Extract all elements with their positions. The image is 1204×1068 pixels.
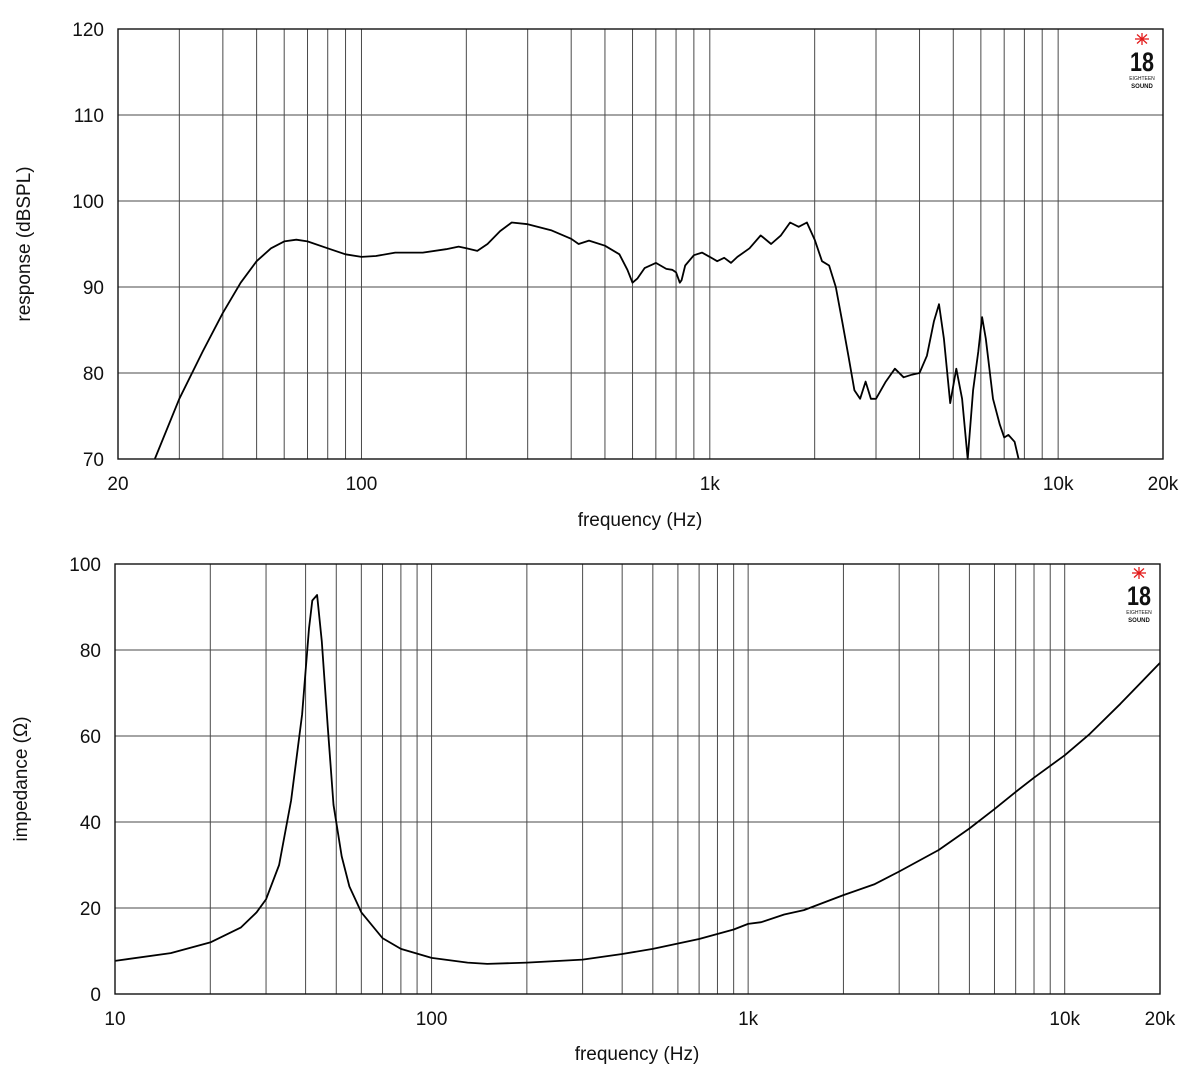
impedance-y-axis-label: impedance (Ω) [11,716,32,841]
response-y-tick-label: 80 [83,364,104,385]
response-y-tick-label: 90 [83,278,104,299]
logo-text-line2: SOUND [1128,618,1150,624]
logo-text-line2: SOUND [1131,84,1153,90]
logo-text-line1: EIGHTEEN [1129,76,1155,82]
red-star-icon [1132,567,1146,579]
response-y-tick-label: 70 [83,450,104,471]
response-x-tick-label: 20k [1148,474,1179,495]
impedance-curve-layer [114,594,1161,965]
response-y-tick-label: 100 [72,192,104,213]
response-x-tick-label: 1k [700,474,721,495]
impedance-x-tick-labels: 10 100 1k 10k 20k [104,1009,1175,1030]
eighteen-sound-logo: 18 EIGHTEEN SOUND [1129,33,1155,90]
impedance-x-tick-label: 10k [1049,1009,1080,1030]
impedance-y-tick-label: 20 [80,899,101,920]
impedance-y-tick-label: 80 [80,641,101,662]
response-plot-frame [117,28,1164,460]
response-chart: 70 80 90 100 110 120 20 100 1k 10k 20k frequency … [14,20,1179,531]
impedance-x-tick-label: 20k [1145,1009,1176,1030]
response-x-tick-labels: 20 100 1k 10k 20k [107,474,1178,495]
response-x-axis-label: frequency (Hz) [578,510,703,531]
impedance-plot-frame [114,563,1161,995]
impedance-curve [114,594,1161,965]
response-x-tick-label: 100 [346,474,378,495]
response-y-tick-label: 110 [74,106,104,127]
response-plot-area [118,29,1163,459]
logo-number: 18 [1127,581,1151,611]
impedance-y-tick-label: 40 [80,813,101,834]
response-curve [153,221,1020,460]
response-y-axis-label: response (dBSPL) [14,166,35,321]
impedance-x-tick-label: 100 [416,1009,448,1030]
eighteen-sound-logo: 18 EIGHTEEN SOUND [1126,567,1152,624]
impedance-y-tick-labels: 0 20 40 60 80 100 [69,555,101,1006]
response-x-tick-label: 10k [1043,474,1074,495]
impedance-y-tick-label: 100 [69,555,101,576]
logo-number: 18 [1130,47,1154,77]
logo-text-line1: EIGHTEEN [1126,610,1152,616]
impedance-x-tick-label: 1k [738,1009,759,1030]
red-star-icon [1135,33,1149,45]
response-y-tick-labels: 70 80 90 100 110 120 [72,20,104,471]
impedance-y-tick-label: 60 [80,727,101,748]
impedance-x-axis-label: frequency (Hz) [575,1044,700,1065]
response-y-tick-label: 120 [72,20,104,41]
response-curve-layer [153,221,1020,460]
response-x-tick-label: 20 [107,474,128,495]
impedance-chart: 0 20 40 60 80 100 10 100 1k 10k 20k frequency (Hz… [11,555,1176,1065]
impedance-plot-area [115,564,1160,994]
impedance-x-tick-label: 10 [104,1009,125,1030]
impedance-y-tick-label: 0 [90,985,101,1006]
